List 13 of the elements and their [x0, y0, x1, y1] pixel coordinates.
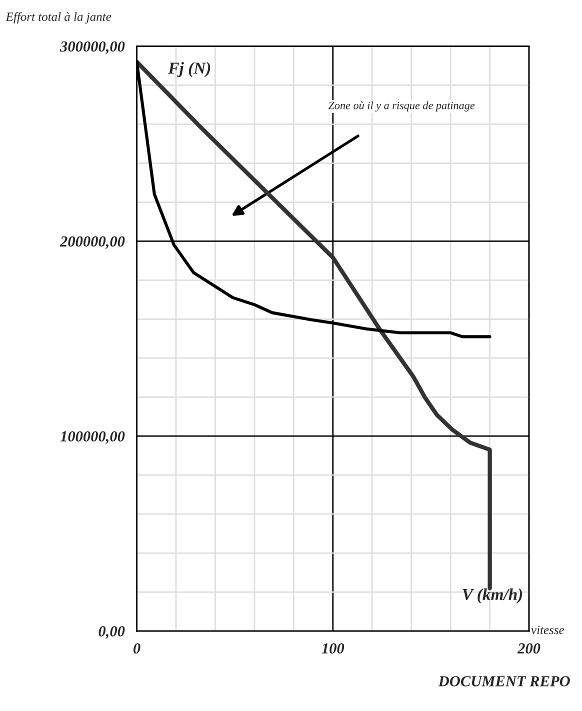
text: DOCUMENT REPO [438, 676, 570, 686]
y-tick-label: 100000,00 [60, 431, 125, 444]
y-tick-label: 200000,00 [60, 236, 125, 249]
x-tick-label: 100 [322, 643, 344, 654]
y-tick-label: 0,00 [98, 626, 125, 639]
x-tick-label: 0 [133, 643, 140, 654]
annotation: Fj (N) [168, 62, 210, 78]
x-tick-label: 200 [517, 643, 540, 654]
annotation: Zone où il y a risque de patinage [328, 101, 475, 112]
x-axis-title: vitesse [531, 626, 564, 634]
y-tick-label: 300000,00 [60, 41, 125, 54]
annotation: V (km/h) [462, 588, 522, 604]
y-axis-title: Effort total à la jante [6, 12, 112, 24]
